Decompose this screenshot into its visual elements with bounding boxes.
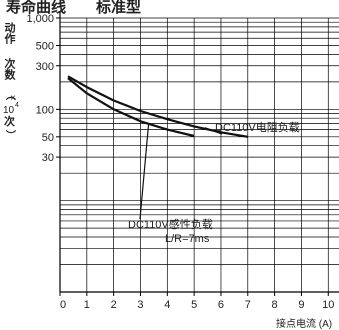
series-annotation-label: DC110V感性负载 xyxy=(128,217,213,231)
y-tick-labels: 1,000 500 300 100 50 30 xyxy=(26,13,60,164)
x-tick-label: 7 xyxy=(245,299,251,311)
y-axis-label-unit: 次 xyxy=(4,114,15,128)
y-axis-label-mult: × xyxy=(10,93,16,104)
y-tick-label: 30 xyxy=(42,152,54,164)
grid xyxy=(59,12,339,293)
title-area: 寿命曲线 标准型 xyxy=(6,0,141,16)
series-annotation-leader xyxy=(139,124,150,220)
x-tick-label: 5 xyxy=(191,299,197,311)
x-tick-label: 6 xyxy=(218,299,224,311)
x-tick-label: 10 xyxy=(322,299,334,311)
y-axis-label-line: 动作 xyxy=(3,21,16,45)
x-tick-label: 0 xyxy=(60,299,66,311)
y-tick-label: 300 xyxy=(36,61,54,73)
x-tick-labels: 0 1 2 3 4 5 6 7 8 9 10 xyxy=(59,292,334,311)
x-tick-label: 4 xyxy=(164,299,170,311)
y-tick-label: 500 xyxy=(36,40,54,52)
x-tick-label: 1 xyxy=(84,299,90,311)
y-tick-label: 50 xyxy=(42,132,54,144)
y-axis-label: 动作 次数 （ × 10 4 次 ） xyxy=(3,21,19,140)
series-lines xyxy=(67,75,248,138)
x-tick-label: 8 xyxy=(272,299,278,311)
y-axis-label-line: 次数 xyxy=(3,57,16,81)
series-annotations: DC110V电阻负载 DC110V感性负载 L/R=7ms xyxy=(128,120,300,245)
x-tick-label: 2 xyxy=(111,299,117,311)
y-axis-label-base: 10 xyxy=(3,105,15,116)
series-annotation-label: DC110V电阻负载 xyxy=(215,120,300,134)
x-tick-label: 3 xyxy=(137,299,143,311)
y-axis-label-paren: ） xyxy=(4,129,17,140)
y-tick-label: 100 xyxy=(36,104,54,116)
x-axis-label: 接点电流 (A) xyxy=(276,317,332,330)
series-annotation-label: L/R=7ms xyxy=(165,233,210,245)
series-line-2 xyxy=(67,77,195,138)
y-tick-label: 1,000 xyxy=(26,13,54,25)
series-line-1 xyxy=(67,75,248,138)
y-axis-label-paren: （ xyxy=(4,90,17,101)
x-tick-label: 9 xyxy=(298,299,304,311)
series-annotation-leader xyxy=(204,127,223,135)
chart-title-fragment: 标准型 xyxy=(95,0,141,16)
chart-title-fragment: 寿命曲线 xyxy=(6,0,66,16)
y-axis-label-exp: 4 xyxy=(15,102,19,109)
